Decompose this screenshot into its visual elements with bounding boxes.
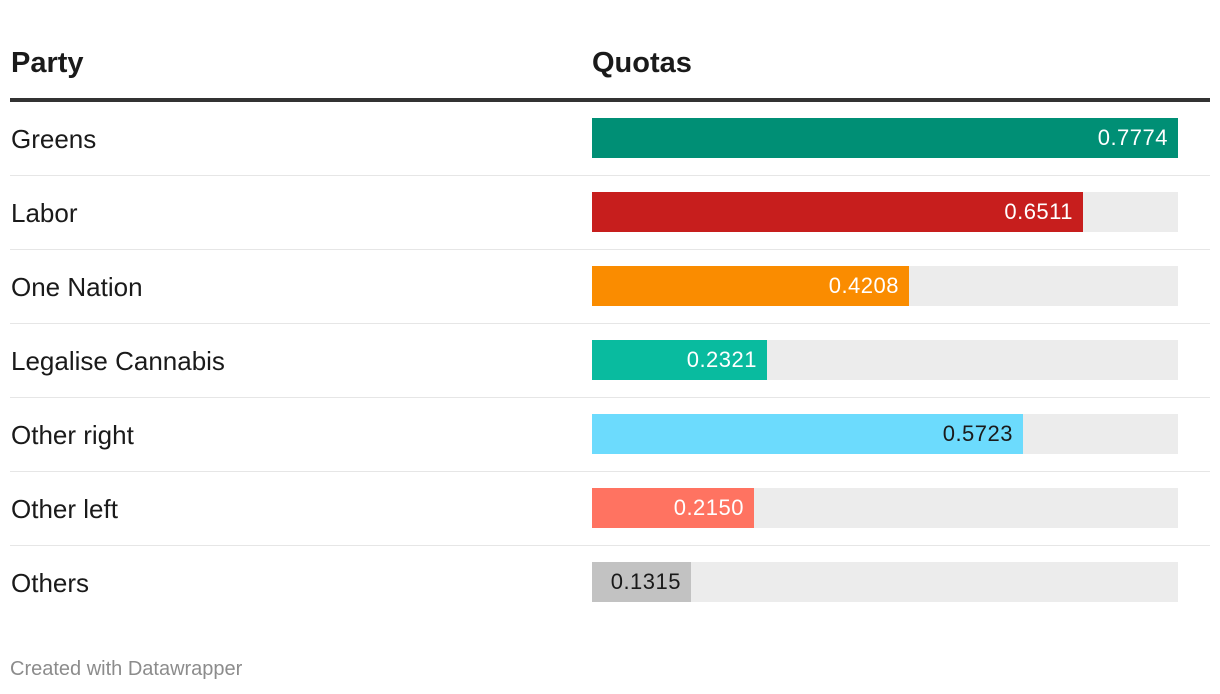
quota-bar [592,266,909,306]
quota-value-label: 0.4208 [828,273,899,298]
table-row: Labor 0.6511 [10,176,1210,250]
table-row: Other left 0.2150 [10,472,1210,546]
party-label: Other right [11,420,134,450]
bar-track: 0.1315 [592,562,1178,602]
quota-value-label: 0.7774 [1097,125,1168,150]
table-row: Other right 0.5723 [10,398,1210,472]
party-label: Labor [11,198,78,228]
table-header: Party Quotas [10,0,1210,102]
bar-track: 0.4208 [592,266,1178,306]
bar-track: 0.2321 [592,340,1178,380]
table-row: Legalise Cannabis 0.2321 [10,324,1210,398]
quota-value-label: 0.5723 [942,421,1013,446]
quota-table: Party Quotas Greens 0.7774 Labor 0.6511 One … [10,0,1210,619]
quota-value-label: 0.2321 [686,347,757,372]
party-label: Other left [11,494,118,524]
table-body: Greens 0.7774 Labor 0.6511 One Nation 0.4208 L… [10,102,1210,619]
party-label: One Nation [11,272,143,302]
party-label: Legalise Cannabis [11,346,225,376]
header-party[interactable]: Party [11,47,84,79]
bar-track: 0.5723 [592,414,1178,454]
quota-bar [592,414,1023,454]
table-row: One Nation 0.4208 [10,250,1210,324]
quota-bar [592,562,691,602]
quota-bar [592,488,754,528]
datawrapper-credit[interactable]: Created with Datawrapper [10,658,243,680]
quota-bar [592,192,1083,232]
table-row: Others 0.1315 [10,546,1210,619]
quota-bar [592,118,1178,158]
quota-bar [592,340,767,380]
party-label: Others [11,568,90,598]
quota-value-label: 0.1315 [610,569,681,594]
quota-value-label: 0.6511 [1004,199,1073,224]
bar-track: 0.6511 [592,192,1178,232]
header-quotas[interactable]: Quotas [592,47,692,79]
bar-track: 0.7774 [592,118,1178,158]
quota-value-label: 0.2150 [673,495,744,520]
bar-track: 0.2150 [592,488,1178,528]
party-label: Greens [11,124,97,154]
table-row: Greens 0.7774 [10,102,1210,176]
